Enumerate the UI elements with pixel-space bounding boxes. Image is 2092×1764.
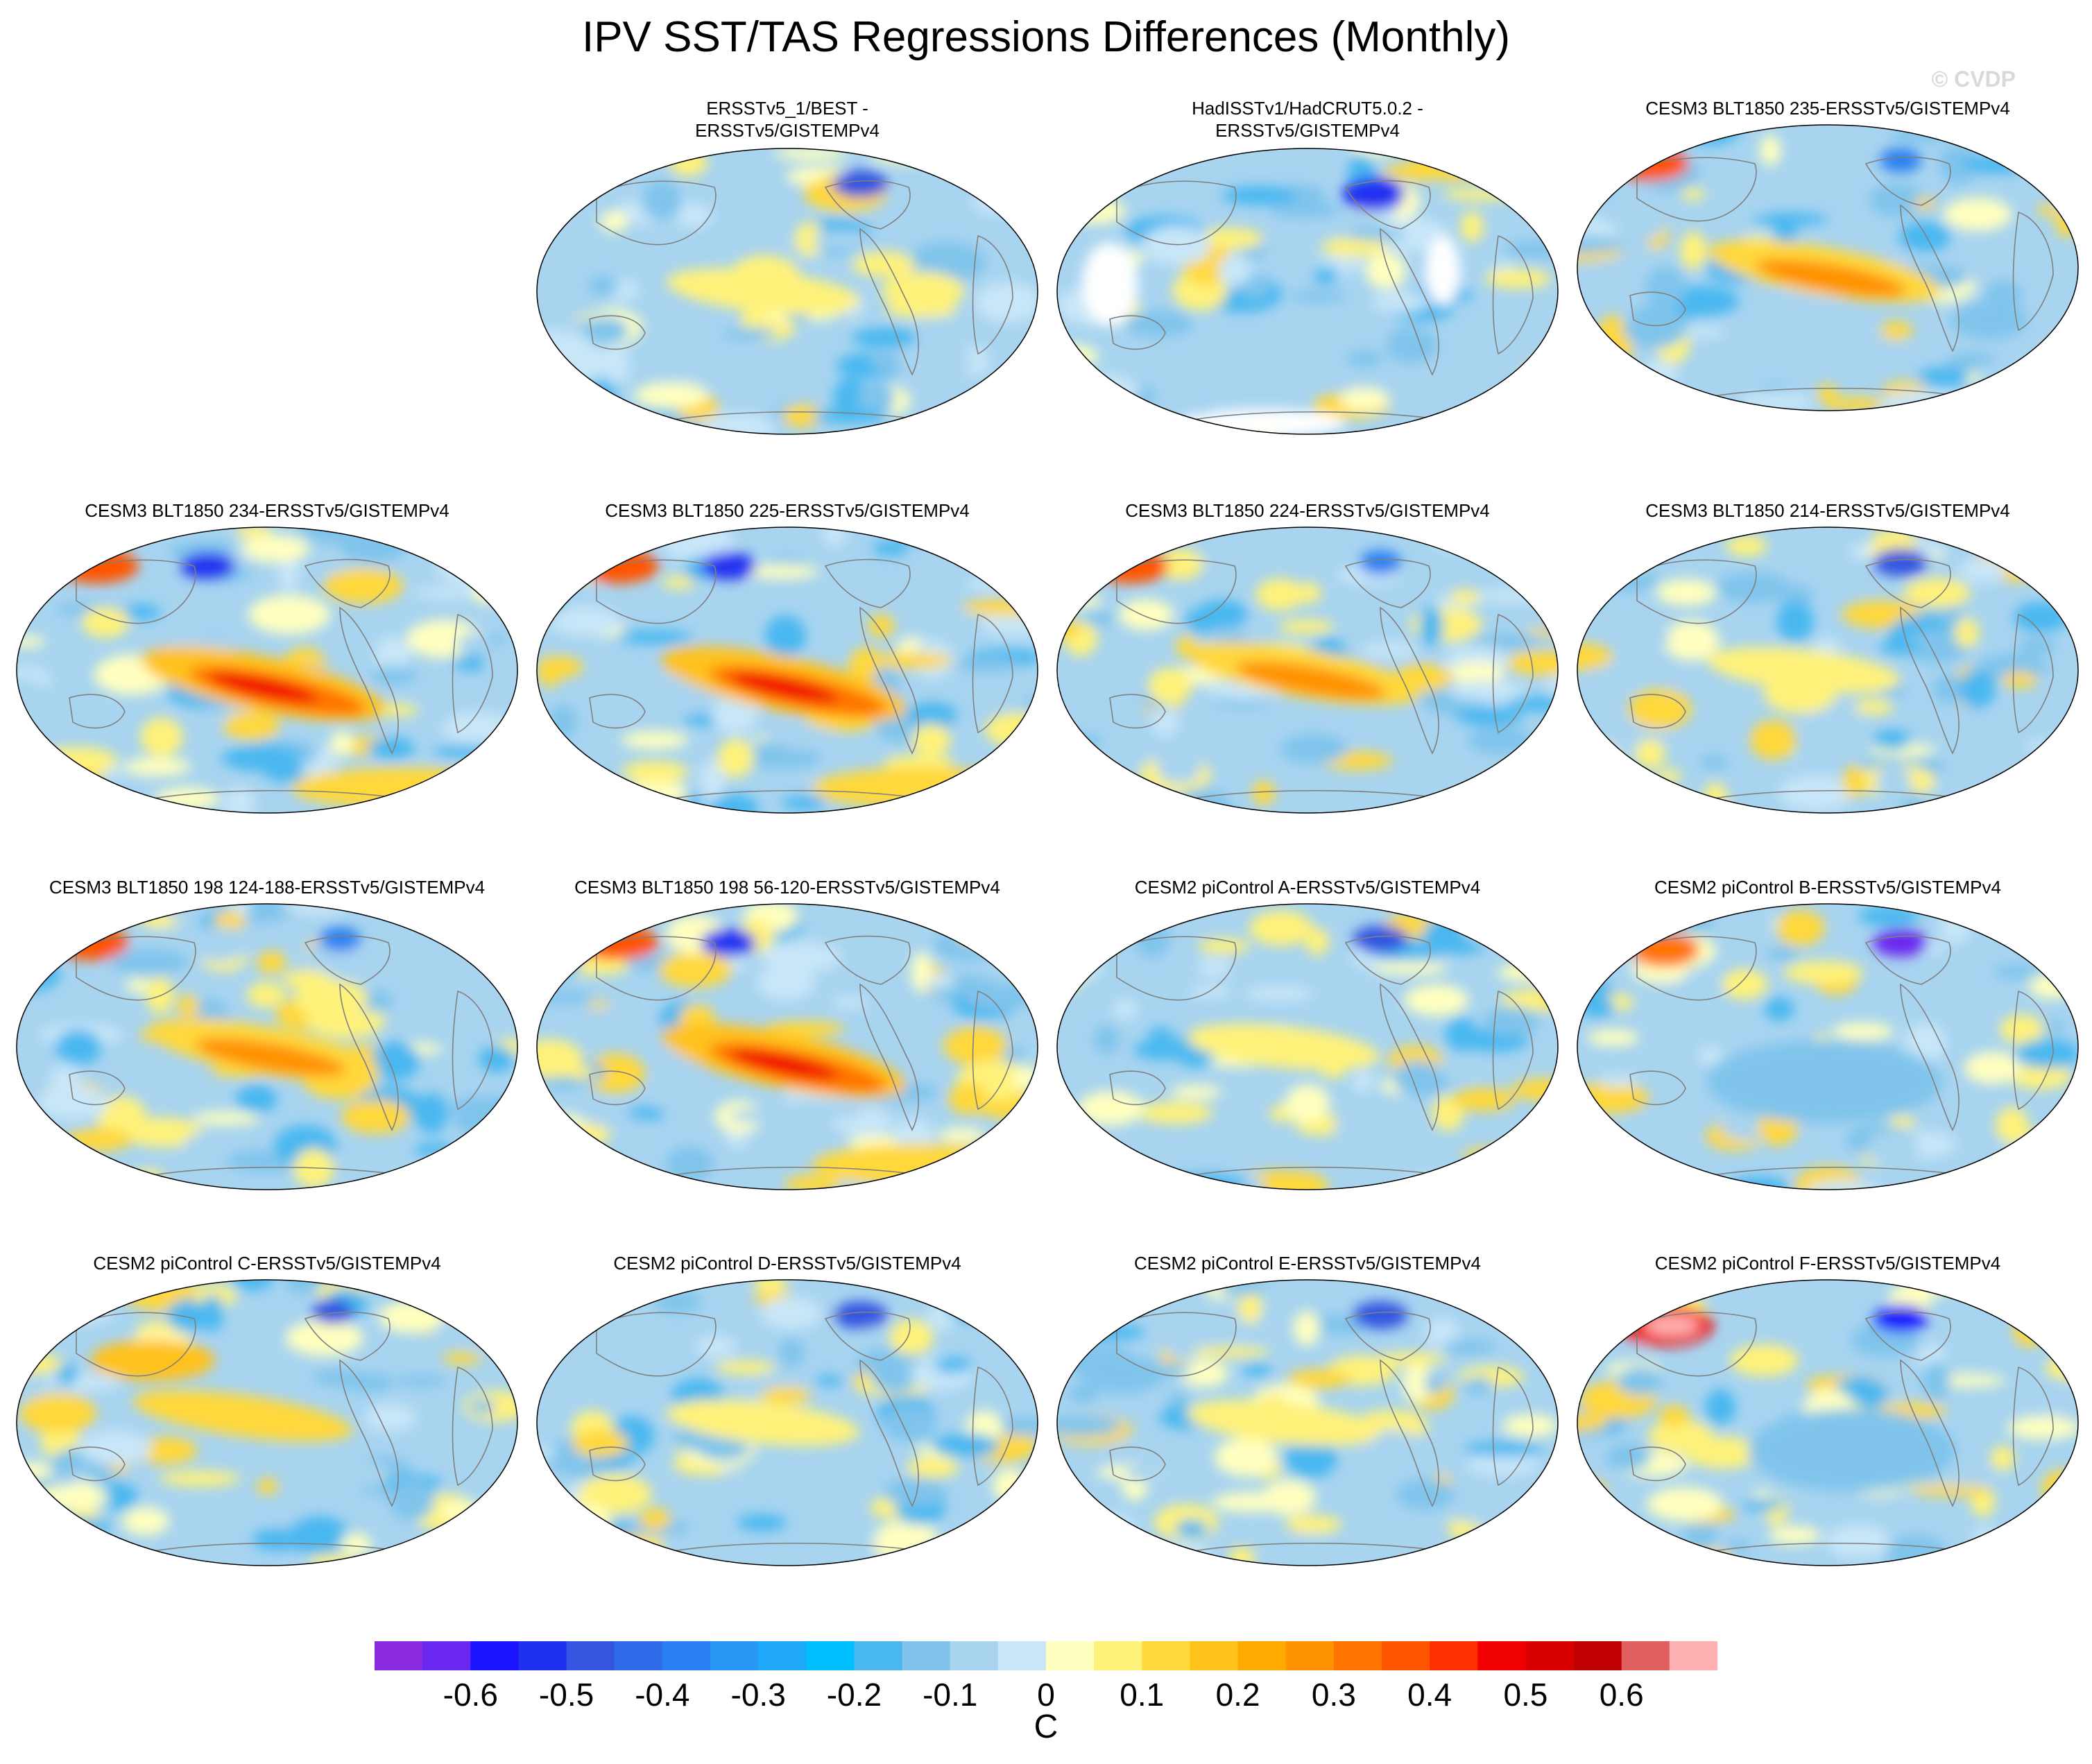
map-panel: CESM3 BLT1850 224-ERSSTv5/GISTEMPv4 xyxy=(1047,499,1568,867)
panel-title: CESM3 BLT1850 234-ERSSTv5/GISTEMPv4 xyxy=(85,500,449,521)
world-map xyxy=(534,524,1040,816)
colorbar-swatch xyxy=(950,1641,999,1670)
colorbar-swatch xyxy=(758,1641,807,1670)
colorbar-swatch xyxy=(1430,1641,1478,1670)
world-map xyxy=(14,1277,520,1568)
colorbar-swatch xyxy=(1190,1641,1239,1670)
panel-title: CESM2 piControl C-ERSSTv5/GISTEMPv4 xyxy=(93,1253,441,1274)
world-map xyxy=(1054,146,1561,437)
map-panel: CESM3 BLT1850 235-ERSSTv5/GISTEMPv4 xyxy=(1568,97,2088,465)
map-panel: ERSSTv5_1/BEST - ERSSTv5/GISTEMPv4 xyxy=(527,97,1047,465)
map-panel: CESM3 BLT1850 198 56-120-ERSSTv5/GISTEMP… xyxy=(527,876,1047,1244)
world-map xyxy=(1054,901,1561,1192)
colorbar-swatch xyxy=(997,1641,1047,1670)
colorbar-tick-label: 0.5 xyxy=(1503,1677,1548,1713)
colorbar-unit: C xyxy=(1034,1709,1058,1745)
colorbar-swatch xyxy=(1142,1641,1190,1670)
colorbar-tick-label: -0.2 xyxy=(826,1677,882,1713)
colorbar-swatch xyxy=(662,1641,711,1670)
panel-title: CESM2 piControl F-ERSSTv5/GISTEMPv4 xyxy=(1654,1253,2001,1274)
colorbar-tick-label: 0.4 xyxy=(1407,1677,1452,1713)
colorbar-swatch xyxy=(1525,1641,1575,1670)
figure-title: IPV SST/TAS Regressions Differences (Mon… xyxy=(581,13,1511,61)
colorbar-swatch xyxy=(1094,1641,1142,1670)
panel-title: CESM2 piControl A-ERSSTv5/GISTEMPv4 xyxy=(1134,877,1481,898)
panel-title: CESM3 BLT1850 198 56-120-ERSSTv5/GISTEMP… xyxy=(574,877,1000,898)
world-map xyxy=(1575,901,2081,1192)
colorbar-swatch xyxy=(1573,1641,1622,1670)
panel-title: CESM2 piControl B-ERSSTv5/GISTEMPv4 xyxy=(1654,877,2001,898)
watermark: © CVDP xyxy=(1931,67,2016,92)
world-map xyxy=(1575,1277,2081,1568)
colorbar-swatch xyxy=(1382,1641,1430,1670)
map-panel: CESM2 piControl C-ERSSTv5/GISTEMPv4 xyxy=(7,1252,527,1620)
map-panel: CESM3 BLT1850 225-ERSSTv5/GISTEMPv4 xyxy=(527,499,1047,867)
world-map xyxy=(534,146,1040,437)
colorbar-swatch xyxy=(710,1641,759,1670)
colorbar-swatch xyxy=(1046,1641,1095,1670)
panel-title: ERSSTv5_1/BEST - ERSSTv5/GISTEMPv4 xyxy=(695,98,880,141)
colorbar xyxy=(375,1641,1717,1670)
colorbar-labels: -0.6 -0.5 -0.4 -0.3 -0.2 -0.1 0 0.1 0.2 0.3 0.4 0.5… xyxy=(375,1676,1717,1715)
map-panel: CESM2 piControl E-ERSSTv5/GISTEMPv4 xyxy=(1047,1252,1568,1620)
world-map xyxy=(14,901,520,1192)
colorbar-swatch xyxy=(614,1641,663,1670)
colorbar-tick-label: 0.2 xyxy=(1215,1677,1260,1713)
colorbar-swatch xyxy=(566,1641,615,1670)
colorbar-tick-label: -0.6 xyxy=(443,1677,498,1713)
world-map xyxy=(534,1277,1040,1568)
colorbar-tick-label: 0.1 xyxy=(1120,1677,1165,1713)
map-panel: CESM2 piControl A-ERSSTv5/GISTEMPv4 xyxy=(1047,876,1568,1244)
panel-title: CESM3 BLT1850 225-ERSSTv5/GISTEMPv4 xyxy=(605,500,970,521)
map-panel: CESM2 piControl F-ERSSTv5/GISTEMPv4 xyxy=(1568,1252,2088,1620)
colorbar-tick-label: -0.4 xyxy=(635,1677,690,1713)
colorbar-swatch xyxy=(422,1641,471,1670)
world-map xyxy=(1575,524,2081,816)
panel-title: CESM3 BLT1850 198 124-188-ERSSTv5/GISTEM… xyxy=(49,877,486,898)
map-panel: CESM3 BLT1850 214-ERSSTv5/GISTEMPv4 xyxy=(1568,499,2088,867)
panel-title: CESM3 BLT1850 235-ERSSTv5/GISTEMPv4 xyxy=(1645,98,2010,119)
world-map xyxy=(14,524,520,816)
colorbar-swatch xyxy=(1333,1641,1382,1670)
map-panel: HadISSTv1/HadCRUT5.0.2 - ERSSTv5/GISTEMP… xyxy=(1047,97,1568,465)
world-map xyxy=(534,901,1040,1192)
colorbar-swatch xyxy=(1621,1641,1670,1670)
panel-title: CESM2 piControl E-ERSSTv5/GISTEMPv4 xyxy=(1134,1253,1481,1274)
colorbar-swatch xyxy=(470,1641,519,1670)
colorbar-swatch xyxy=(518,1641,567,1670)
panel-title: CESM3 BLT1850 214-ERSSTv5/GISTEMPv4 xyxy=(1645,500,2010,521)
colorbar-swatch xyxy=(1669,1641,1717,1670)
colorbar-swatch xyxy=(1237,1641,1287,1670)
colorbar-swatch xyxy=(902,1641,951,1670)
map-panel: CESM2 piControl D-ERSSTv5/GISTEMPv4 xyxy=(527,1252,1047,1620)
colorbar-swatch xyxy=(1285,1641,1335,1670)
colorbar-swatch xyxy=(806,1641,855,1670)
colorbar-tick-label: 0.3 xyxy=(1311,1677,1356,1713)
panel-title: CESM3 BLT1850 224-ERSSTv5/GISTEMPv4 xyxy=(1125,500,1490,521)
panel-title: HadISSTv1/HadCRUT5.0.2 - ERSSTv5/GISTEMP… xyxy=(1192,98,1423,141)
map-panel: CESM3 BLT1850 234-ERSSTv5/GISTEMPv4 xyxy=(7,499,527,867)
colorbar-swatch xyxy=(1477,1641,1526,1670)
colorbar-tick-label: 0.6 xyxy=(1599,1677,1644,1713)
colorbar-swatch xyxy=(854,1641,903,1670)
colorbar-tick-label: 0 xyxy=(1037,1677,1055,1713)
world-map xyxy=(1575,122,2081,413)
world-map xyxy=(1054,1277,1561,1568)
map-panel: CESM3 BLT1850 198 124-188-ERSSTv5/GISTEM… xyxy=(7,876,527,1244)
panel-title: CESM2 piControl D-ERSSTv5/GISTEMPv4 xyxy=(613,1253,961,1274)
colorbar-swatch xyxy=(375,1641,423,1670)
world-map xyxy=(1054,524,1561,816)
colorbar-tick-label: -0.1 xyxy=(923,1677,978,1713)
colorbar-tick-label: -0.3 xyxy=(730,1677,786,1713)
map-panel: CESM2 piControl B-ERSSTv5/GISTEMPv4 xyxy=(1568,876,2088,1244)
colorbar-tick-label: -0.5 xyxy=(538,1677,594,1713)
